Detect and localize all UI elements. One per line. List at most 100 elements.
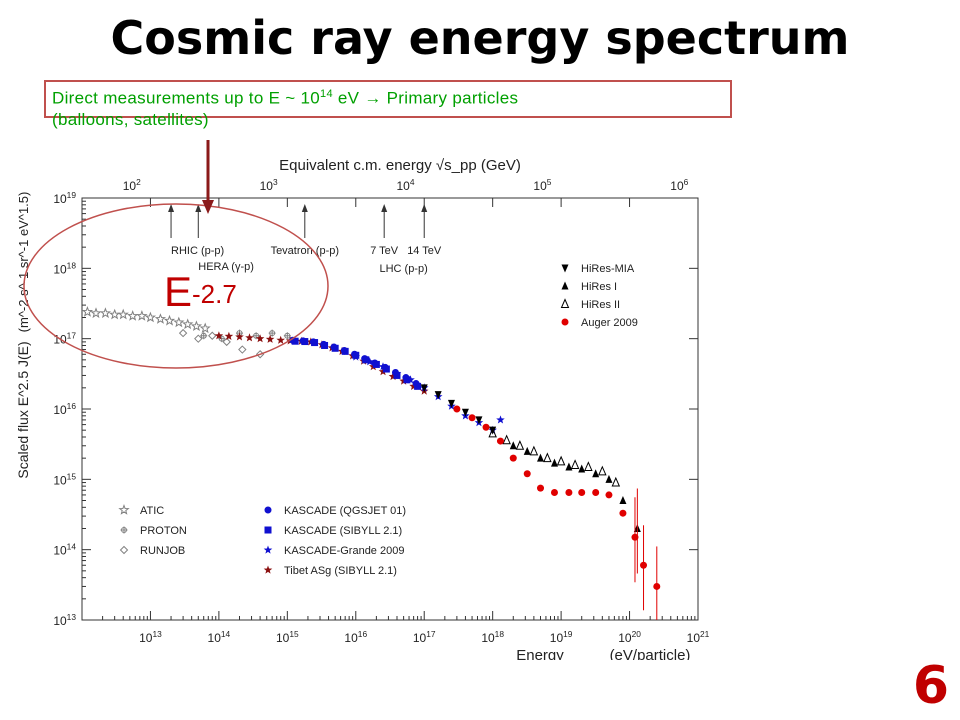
data-point-auger-2009	[537, 484, 545, 492]
legend-marker	[560, 298, 570, 308]
data-point-kascade-grande-2009	[365, 357, 374, 366]
data-point-tibet-asg-sibyll-2-1	[276, 335, 285, 344]
x-axis-unit: (eV/particle)	[610, 647, 691, 660]
accelerator-arrowhead	[301, 204, 308, 212]
data-point-atic	[199, 322, 211, 334]
slope-base: E	[164, 268, 193, 315]
top-tick-label: 102	[123, 177, 141, 193]
data-point-proton	[218, 335, 226, 343]
accelerator-label: RHIC (p-p)	[171, 245, 224, 257]
legend-entry: HiRes II	[581, 299, 620, 311]
data-point-auger-2009	[453, 405, 461, 413]
data-point-kascade-qgsjet-01	[299, 337, 307, 345]
data-point-runjob	[222, 337, 231, 347]
data-point-hires-ii	[543, 452, 552, 463]
data-point-tibet-asg-sibyll-2-1	[235, 332, 244, 341]
top-tick-label: 106	[670, 177, 688, 193]
data-point-kascade-qgsjet-01	[412, 380, 420, 388]
legend-marker	[119, 545, 129, 555]
lhc-label: LHC (p-p)	[379, 263, 427, 275]
legend-entry: KASCADE (SIBYLL 2.1)	[284, 525, 402, 537]
data-point-hires-mia	[434, 391, 442, 400]
data-point-hires-mia	[475, 416, 483, 425]
data-point-atic	[163, 314, 176, 326]
data-point-auger-2009	[468, 414, 476, 422]
data-point-hires-i	[523, 446, 531, 455]
accelerator-label: 7 TeV	[370, 245, 399, 257]
data-point-hires-ii	[529, 445, 539, 456]
data-point-hires-i	[605, 474, 613, 483]
legend-entry: RUNJOB	[140, 545, 185, 557]
legend-marker	[263, 545, 273, 554]
data-point-atic	[173, 316, 185, 328]
cosmic-ray-spectrum-chart: 1013 1014 1015 1016 1017 1018 1019 1020 1021 1013…	[15, 140, 710, 660]
callout-line1-suffix: eV → Primary particles	[332, 88, 519, 108]
data-point-auger-2009	[619, 509, 627, 517]
y-tick-label: 1018	[53, 260, 76, 276]
data-point-kascade-qgsjet-01	[309, 338, 317, 346]
data-point-auger-2009	[565, 488, 573, 496]
data-point-auger-2009	[496, 437, 504, 445]
data-point-kascade-qgsjet-01	[330, 343, 338, 351]
data-point-auger-2009	[523, 470, 531, 478]
data-point-proton	[200, 332, 208, 340]
data-point-proton	[268, 329, 276, 337]
data-point-kascade-grande-2009	[392, 369, 402, 378]
data-point-auger-2009	[482, 423, 490, 431]
accelerator-arrowhead	[381, 204, 388, 212]
data-point-hires-mia	[447, 399, 455, 408]
data-point-hires-mia	[420, 384, 428, 393]
top-tick-label: 104	[397, 177, 415, 193]
y-tick-label: 1015	[53, 471, 76, 487]
highlight-ellipse	[23, 203, 329, 369]
accelerator-label: Tevatron (p-p)	[271, 245, 339, 257]
data-point-kascade-grande-2009	[351, 352, 361, 361]
y-tick-label: 1014	[53, 542, 76, 558]
callout-box: Direct measurements up to E ~ 1014 eV → …	[44, 80, 732, 129]
data-point-auger-2009	[509, 454, 517, 462]
legend-entry: HiRes-MIA	[581, 263, 635, 275]
data-point-hires-i	[537, 453, 545, 462]
legend-marker	[264, 526, 272, 534]
callout-line2: (balloons, satellites)	[52, 109, 209, 129]
legend-marker	[120, 526, 128, 534]
callout-line1-prefix: Direct measurements up to E ~ 10	[52, 88, 321, 108]
x-tick-label: 1018	[481, 629, 504, 645]
data-point-tibet-asg-sibyll-2-1	[245, 333, 254, 342]
page-number: 6	[912, 656, 950, 716]
legend-marker	[561, 264, 569, 273]
x-tick-label: 1017	[413, 629, 436, 645]
data-point-runjob	[194, 334, 203, 343]
data-point-auger-2009	[592, 488, 600, 496]
accelerator-label: HERA (γ-p)	[198, 261, 254, 273]
data-point-atic	[182, 318, 194, 330]
legend-marker	[263, 565, 273, 574]
data-point-runjob	[208, 331, 217, 340]
slope-exponent: -2.7	[192, 279, 237, 309]
data-point-atic	[109, 308, 121, 320]
legend-entry: ATIC	[140, 505, 164, 517]
legend-entry: KASCADE-Grande 2009	[284, 545, 404, 557]
data-point-kascade-grande-2009	[378, 362, 388, 371]
data-point-atic	[144, 311, 157, 323]
data-point-atic	[81, 305, 94, 317]
data-point-auger-2009	[605, 491, 613, 499]
data-point-kascade-qgsjet-01	[340, 346, 348, 354]
x-tick-label: 1019	[550, 629, 573, 645]
data-point-runjob	[178, 328, 188, 338]
data-point-hires-i	[509, 441, 517, 450]
x-tick-label: 1014	[208, 629, 231, 645]
legend-marker	[264, 506, 272, 514]
legend-marker	[561, 318, 569, 326]
y-tick-label: 1016	[53, 401, 76, 417]
data-point-tibet-asg-sibyll-2-1	[214, 331, 224, 340]
data-point-auger-2009	[578, 488, 586, 496]
data-point-hires-i	[619, 496, 627, 505]
x-axis-label: Energy	[516, 647, 564, 660]
data-point-tibet-asg-sibyll-2-1	[255, 334, 265, 343]
x-tick-label: 1021	[687, 629, 710, 645]
x-tick-label: 1015	[276, 629, 299, 645]
data-point-atic	[190, 320, 203, 332]
y-axis-label: Scaled flux E^2.5 J(E)	[15, 341, 31, 478]
accelerator-arrowhead	[168, 204, 175, 212]
